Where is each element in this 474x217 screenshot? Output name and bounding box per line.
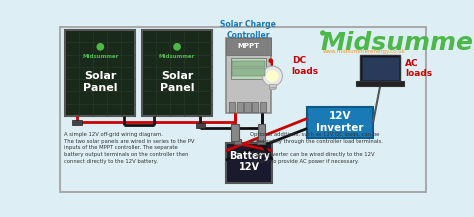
Text: Midsummer: Midsummer — [159, 54, 195, 59]
Text: Solar
Panel: Solar Panel — [83, 71, 118, 93]
Circle shape — [320, 30, 326, 36]
Bar — [360, 55, 400, 81]
Bar — [226, 143, 273, 183]
Bar — [231, 124, 239, 141]
Bar — [362, 57, 399, 80]
Text: www.midsummerenergy.co.uk: www.midsummerenergy.co.uk — [323, 49, 406, 54]
Bar — [196, 123, 205, 128]
Text: Solar Charge
Controller: Solar Charge Controller — [220, 20, 276, 39]
Bar — [237, 102, 243, 112]
Bar — [257, 139, 264, 144]
Bar — [258, 124, 265, 141]
Bar — [268, 84, 276, 88]
Circle shape — [268, 58, 273, 63]
Circle shape — [173, 43, 181, 51]
Text: A simple 12V off-grid wiring diagram.
The two solar panels are wired in series t: A simple 12V off-grid wiring diagram. Th… — [64, 132, 194, 164]
Bar — [269, 87, 275, 89]
Bar — [226, 38, 271, 54]
Text: MPPT: MPPT — [237, 43, 259, 49]
Circle shape — [266, 70, 279, 82]
Bar — [142, 30, 212, 116]
Bar — [65, 30, 135, 116]
Bar — [232, 61, 264, 67]
Bar — [260, 102, 266, 112]
Text: Midsummer: Midsummer — [320, 31, 474, 55]
Bar — [252, 102, 258, 112]
Text: DC
loads: DC loads — [292, 56, 319, 76]
Bar — [307, 107, 373, 138]
Text: Optional additions, such as 12V DC loads, can be
wired safely through the contro: Optional additions, such as 12V DC loads… — [250, 132, 383, 164]
Bar — [245, 102, 251, 112]
Bar — [230, 58, 266, 79]
Text: Battery
12V: Battery 12V — [228, 151, 270, 172]
Text: Midsummer: Midsummer — [82, 54, 118, 59]
Bar — [229, 102, 235, 112]
Bar — [232, 68, 264, 76]
Bar — [73, 120, 82, 125]
Circle shape — [96, 43, 104, 51]
Bar — [226, 38, 271, 113]
Text: Solar
Panel: Solar Panel — [160, 71, 194, 93]
Text: AC
loads: AC loads — [405, 59, 432, 78]
Text: 12V
Inverter: 12V Inverter — [316, 112, 364, 133]
Bar — [356, 81, 404, 86]
Circle shape — [262, 66, 283, 86]
Bar — [234, 139, 241, 144]
